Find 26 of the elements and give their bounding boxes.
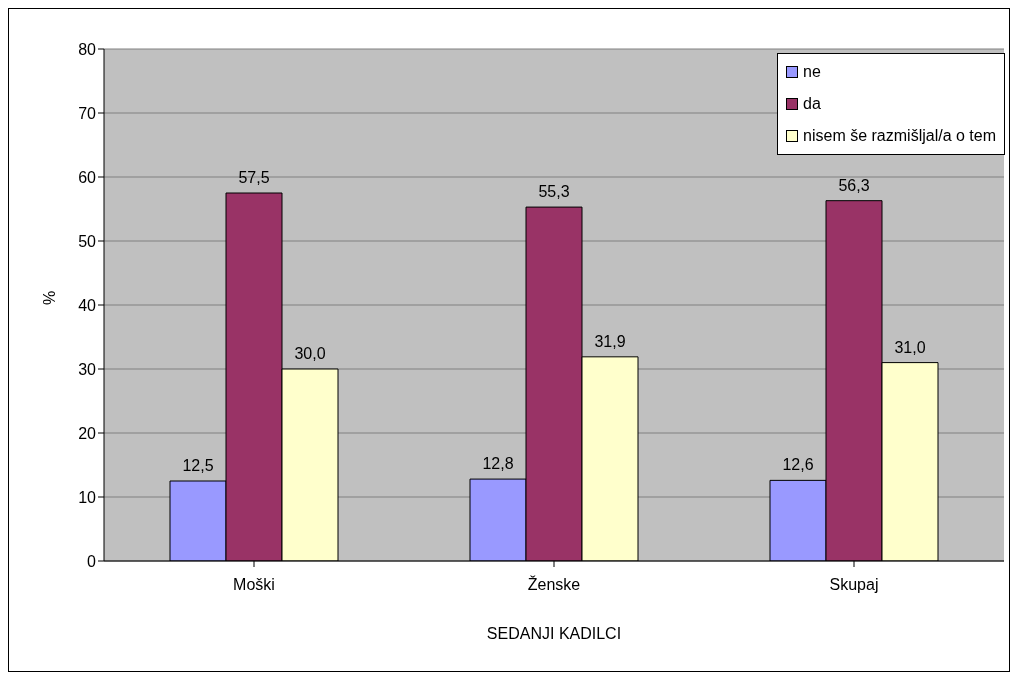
data-label: 31,9 xyxy=(594,332,626,350)
y-tick-label: 60 xyxy=(78,168,97,186)
y-axis-title: % xyxy=(40,290,58,305)
data-label: 12,6 xyxy=(782,456,814,474)
data-label: 55,3 xyxy=(538,183,570,201)
x-tick-label: Ženske xyxy=(527,575,581,594)
x-tick-label: Moški xyxy=(233,576,275,594)
data-label: 30,0 xyxy=(294,345,326,362)
legend-label: nisem še razmišljal/a o tem xyxy=(803,127,996,145)
data-label: 56,3 xyxy=(838,176,870,194)
y-tick-label: 80 xyxy=(78,40,97,58)
data-label: 12,8 xyxy=(482,455,514,473)
legend-label: ne xyxy=(803,63,821,81)
legend-label: da xyxy=(803,95,821,113)
y-tick-label: 10 xyxy=(78,488,97,506)
y-tick-label: 70 xyxy=(78,104,97,122)
y-tick-label: 40 xyxy=(78,296,97,314)
data-label: 57,5 xyxy=(238,169,270,186)
data-label: 12,5 xyxy=(182,457,214,474)
data-label: 31,0 xyxy=(894,338,926,356)
x-tick-label: Skupaj xyxy=(829,576,879,594)
y-tick-label: 50 xyxy=(78,232,97,250)
y-tick-label: 30 xyxy=(78,360,97,378)
x-axis-title: SEDANJI KADILCI xyxy=(486,625,622,642)
y-tick-label: 0 xyxy=(87,552,97,570)
y-tick-label: 20 xyxy=(78,424,97,442)
